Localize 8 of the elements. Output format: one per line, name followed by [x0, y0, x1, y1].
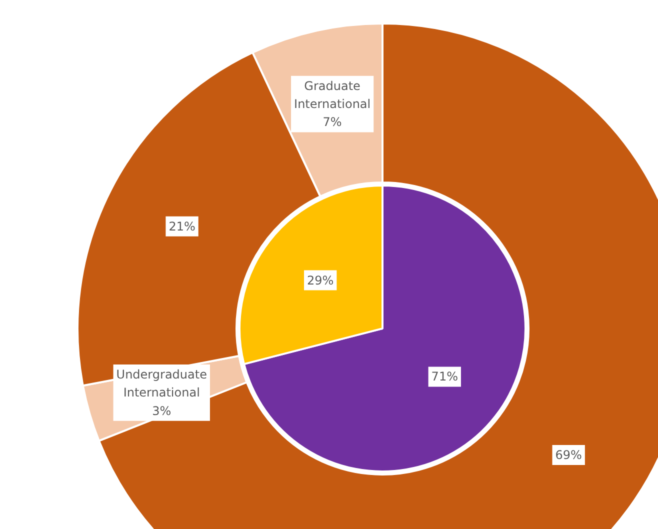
- data-label: 29%: [307, 273, 334, 288]
- slice-label: Graduate International: [294, 78, 371, 112]
- data-label: 7%: [322, 115, 342, 130]
- data-label: 71%: [431, 370, 458, 384]
- slice-label: Undergraduate International: [116, 367, 207, 400]
- data-label: 69%: [555, 448, 582, 462]
- data-label: 3%: [152, 404, 172, 418]
- data-label: 21%: [168, 219, 196, 234]
